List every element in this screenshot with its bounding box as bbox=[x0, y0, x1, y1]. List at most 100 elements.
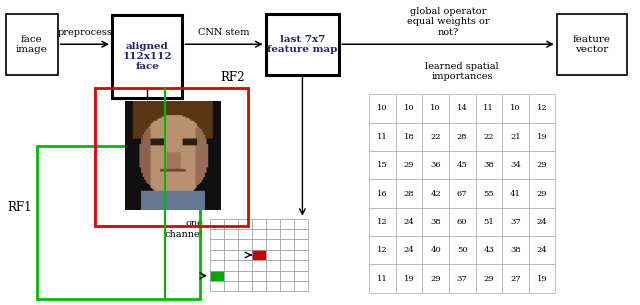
Bar bbox=[502, 208, 529, 236]
Bar bbox=[252, 239, 266, 250]
Bar bbox=[369, 208, 396, 236]
Text: 11: 11 bbox=[483, 104, 494, 113]
Bar bbox=[449, 236, 476, 264]
Bar bbox=[266, 14, 339, 75]
Bar bbox=[252, 271, 266, 281]
Bar bbox=[252, 260, 266, 271]
Bar bbox=[224, 271, 238, 281]
Bar bbox=[422, 123, 449, 151]
Bar bbox=[529, 264, 555, 293]
Text: 10: 10 bbox=[404, 104, 415, 113]
Bar bbox=[396, 94, 422, 123]
Bar bbox=[266, 250, 280, 260]
Text: 36: 36 bbox=[430, 161, 441, 169]
Bar bbox=[396, 236, 422, 264]
Text: 43: 43 bbox=[483, 246, 494, 254]
Text: 11: 11 bbox=[377, 133, 388, 141]
Bar bbox=[557, 14, 627, 75]
Bar bbox=[210, 239, 224, 250]
Text: 12: 12 bbox=[536, 104, 547, 113]
Bar bbox=[369, 264, 396, 293]
Bar bbox=[529, 151, 555, 179]
Bar bbox=[210, 281, 224, 291]
Bar bbox=[210, 260, 224, 271]
Text: 28: 28 bbox=[457, 133, 468, 141]
Bar bbox=[95, 88, 248, 226]
Bar bbox=[280, 271, 294, 281]
Bar bbox=[502, 94, 529, 123]
Bar bbox=[396, 123, 422, 151]
Text: 15: 15 bbox=[377, 161, 388, 169]
Bar bbox=[476, 94, 502, 123]
Bar bbox=[502, 236, 529, 264]
Bar bbox=[449, 208, 476, 236]
Bar bbox=[422, 151, 449, 179]
Bar bbox=[112, 15, 182, 98]
Text: last 7x7
feature map: last 7x7 feature map bbox=[268, 34, 337, 54]
Bar bbox=[238, 281, 252, 291]
Text: 19: 19 bbox=[536, 133, 547, 141]
Text: 22: 22 bbox=[431, 133, 441, 141]
Text: RF2: RF2 bbox=[221, 71, 245, 84]
Bar bbox=[396, 264, 422, 293]
Text: 37: 37 bbox=[510, 218, 521, 226]
Text: preprocess: preprocess bbox=[58, 27, 112, 37]
Bar bbox=[449, 123, 476, 151]
Bar bbox=[529, 94, 555, 123]
Bar bbox=[396, 179, 422, 208]
Bar bbox=[252, 250, 266, 260]
Text: 12: 12 bbox=[377, 246, 388, 254]
Text: 12: 12 bbox=[377, 218, 388, 226]
Bar bbox=[224, 219, 238, 229]
Bar bbox=[224, 260, 238, 271]
Bar bbox=[294, 250, 308, 260]
Bar bbox=[476, 236, 502, 264]
Bar bbox=[476, 123, 502, 151]
Text: 24: 24 bbox=[404, 218, 415, 226]
Bar bbox=[6, 14, 58, 75]
Bar bbox=[210, 229, 224, 239]
Bar bbox=[529, 179, 555, 208]
Bar bbox=[476, 264, 502, 293]
Bar bbox=[422, 179, 449, 208]
Bar bbox=[369, 236, 396, 264]
Bar bbox=[238, 250, 252, 260]
Bar bbox=[529, 236, 555, 264]
Text: 51: 51 bbox=[483, 218, 494, 226]
Bar bbox=[252, 229, 266, 239]
Text: global operator
equal weights or
not?: global operator equal weights or not? bbox=[406, 7, 490, 37]
Bar bbox=[476, 151, 502, 179]
Text: 67: 67 bbox=[457, 189, 468, 198]
Text: 22: 22 bbox=[484, 133, 494, 141]
Bar bbox=[266, 281, 280, 291]
Bar bbox=[449, 264, 476, 293]
Text: 37: 37 bbox=[457, 274, 468, 283]
Text: 10: 10 bbox=[430, 104, 441, 113]
Text: 19: 19 bbox=[536, 274, 547, 283]
Bar bbox=[369, 151, 396, 179]
Text: 29: 29 bbox=[483, 274, 494, 283]
Bar bbox=[37, 146, 200, 299]
Bar bbox=[280, 229, 294, 239]
Text: RF1: RF1 bbox=[8, 201, 32, 214]
Bar bbox=[529, 208, 555, 236]
Text: 18: 18 bbox=[404, 133, 415, 141]
Bar bbox=[266, 271, 280, 281]
Text: 60: 60 bbox=[457, 218, 467, 226]
Text: 21: 21 bbox=[510, 133, 521, 141]
Bar bbox=[502, 264, 529, 293]
Text: 55: 55 bbox=[483, 189, 494, 198]
Bar bbox=[280, 250, 294, 260]
Bar bbox=[224, 239, 238, 250]
Bar bbox=[252, 219, 266, 229]
Bar bbox=[476, 208, 502, 236]
Bar bbox=[476, 179, 502, 208]
Text: 42: 42 bbox=[430, 189, 441, 198]
Text: 29: 29 bbox=[536, 161, 547, 169]
Text: aligned
112x112
face: aligned 112x112 face bbox=[122, 41, 172, 71]
Text: learned spatial
importances: learned spatial importances bbox=[426, 62, 499, 81]
Bar bbox=[294, 229, 308, 239]
Bar bbox=[294, 271, 308, 281]
Bar bbox=[502, 123, 529, 151]
Bar bbox=[238, 239, 252, 250]
